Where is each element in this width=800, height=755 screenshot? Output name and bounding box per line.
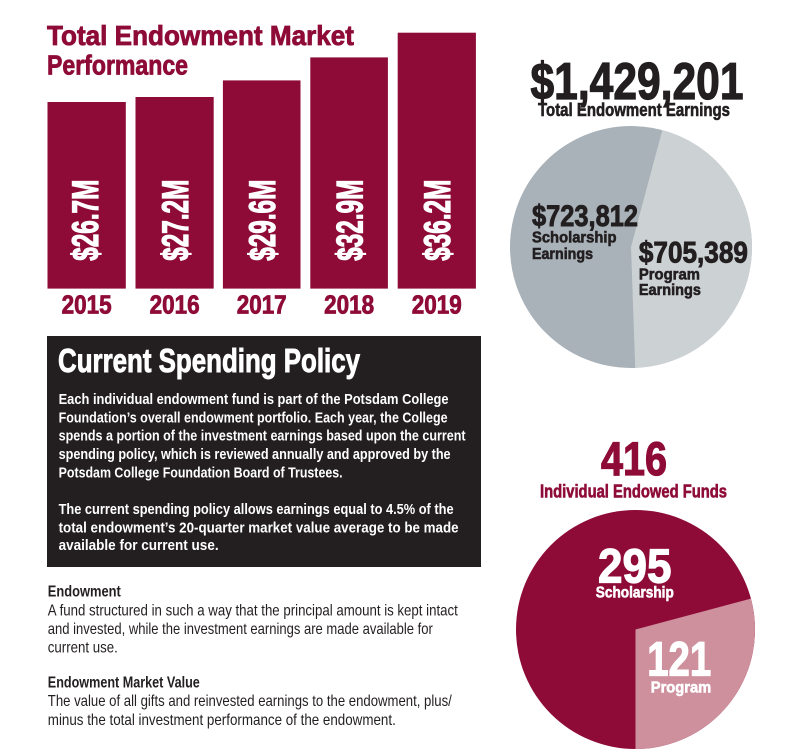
svg-text:$1,429,201: $1,429,201 <box>531 53 744 111</box>
svg-text:Each individual endowment fund: Each individual endowment fund is part o… <box>59 391 449 408</box>
svg-text:Earnings: Earnings <box>532 246 593 263</box>
svg-text:$27.2M: $27.2M <box>155 180 196 261</box>
svg-text:Program: Program <box>651 680 712 697</box>
svg-text:295: 295 <box>598 540 672 593</box>
svg-text:Current Spending Policy: Current Spending Policy <box>58 342 361 379</box>
svg-text:available for current use.: available for current use. <box>59 537 219 554</box>
svg-text:Earnings: Earnings <box>639 282 701 299</box>
svg-text:spending policy, which is revi: spending policy, which is reviewed annua… <box>59 446 451 463</box>
svg-text:$723,812: $723,812 <box>532 200 638 233</box>
svg-text:$32.9M: $32.9M <box>330 180 371 261</box>
svg-text:The value of all gifts and rei: The value of all gifts and reinvested ea… <box>48 693 452 710</box>
svg-text:Potsdam College Foundation Boa: Potsdam College Foundation Board of Trus… <box>59 464 343 481</box>
svg-text:Program: Program <box>639 266 700 283</box>
svg-text:Endowment: Endowment <box>48 584 122 601</box>
svg-text:Individual Endowed Funds: Individual Endowed Funds <box>540 480 727 501</box>
svg-text:Scholarship: Scholarship <box>596 584 674 601</box>
svg-text:416: 416 <box>601 432 667 485</box>
svg-text:Total Endowment Earnings: Total Endowment Earnings <box>538 99 730 120</box>
svg-text:Performance: Performance <box>47 50 188 81</box>
svg-text:$29.6M: $29.6M <box>242 180 283 261</box>
svg-text:$26.7M: $26.7M <box>65 180 106 261</box>
svg-text:Total Endowment Market: Total Endowment Market <box>47 20 354 51</box>
svg-text:and invested, while the invest: and invested, while the investment earni… <box>48 621 434 638</box>
svg-text:121: 121 <box>647 633 711 686</box>
svg-text:$705,389: $705,389 <box>639 237 748 270</box>
svg-text:total endowment’s 20-quarter m: total endowment’s 20-quarter market valu… <box>59 519 459 536</box>
svg-text:The current spending policy al: The current spending policy allows earni… <box>59 501 454 518</box>
svg-text:2016: 2016 <box>150 289 200 319</box>
svg-text:spends a portion of the invest: spends a portion of the investment earni… <box>59 428 466 445</box>
svg-text:Scholarship: Scholarship <box>532 230 617 247</box>
svg-text:$36.2M: $36.2M <box>417 180 458 261</box>
svg-text:Endowment Market Value: Endowment Market Value <box>48 675 200 692</box>
svg-text:Foundation’s overall endowment: Foundation’s overall endowment portfolio… <box>59 409 448 426</box>
svg-text:A fund structured in such a wa: A fund structured in such a way that the… <box>48 603 458 620</box>
svg-text:current use.: current use. <box>48 640 118 657</box>
svg-text:minus the total investment per: minus the total investment performance o… <box>48 712 396 729</box>
svg-text:2019: 2019 <box>412 289 462 319</box>
svg-text:2018: 2018 <box>324 289 374 319</box>
svg-text:2017: 2017 <box>237 289 287 319</box>
svg-text:2015: 2015 <box>62 289 112 319</box>
